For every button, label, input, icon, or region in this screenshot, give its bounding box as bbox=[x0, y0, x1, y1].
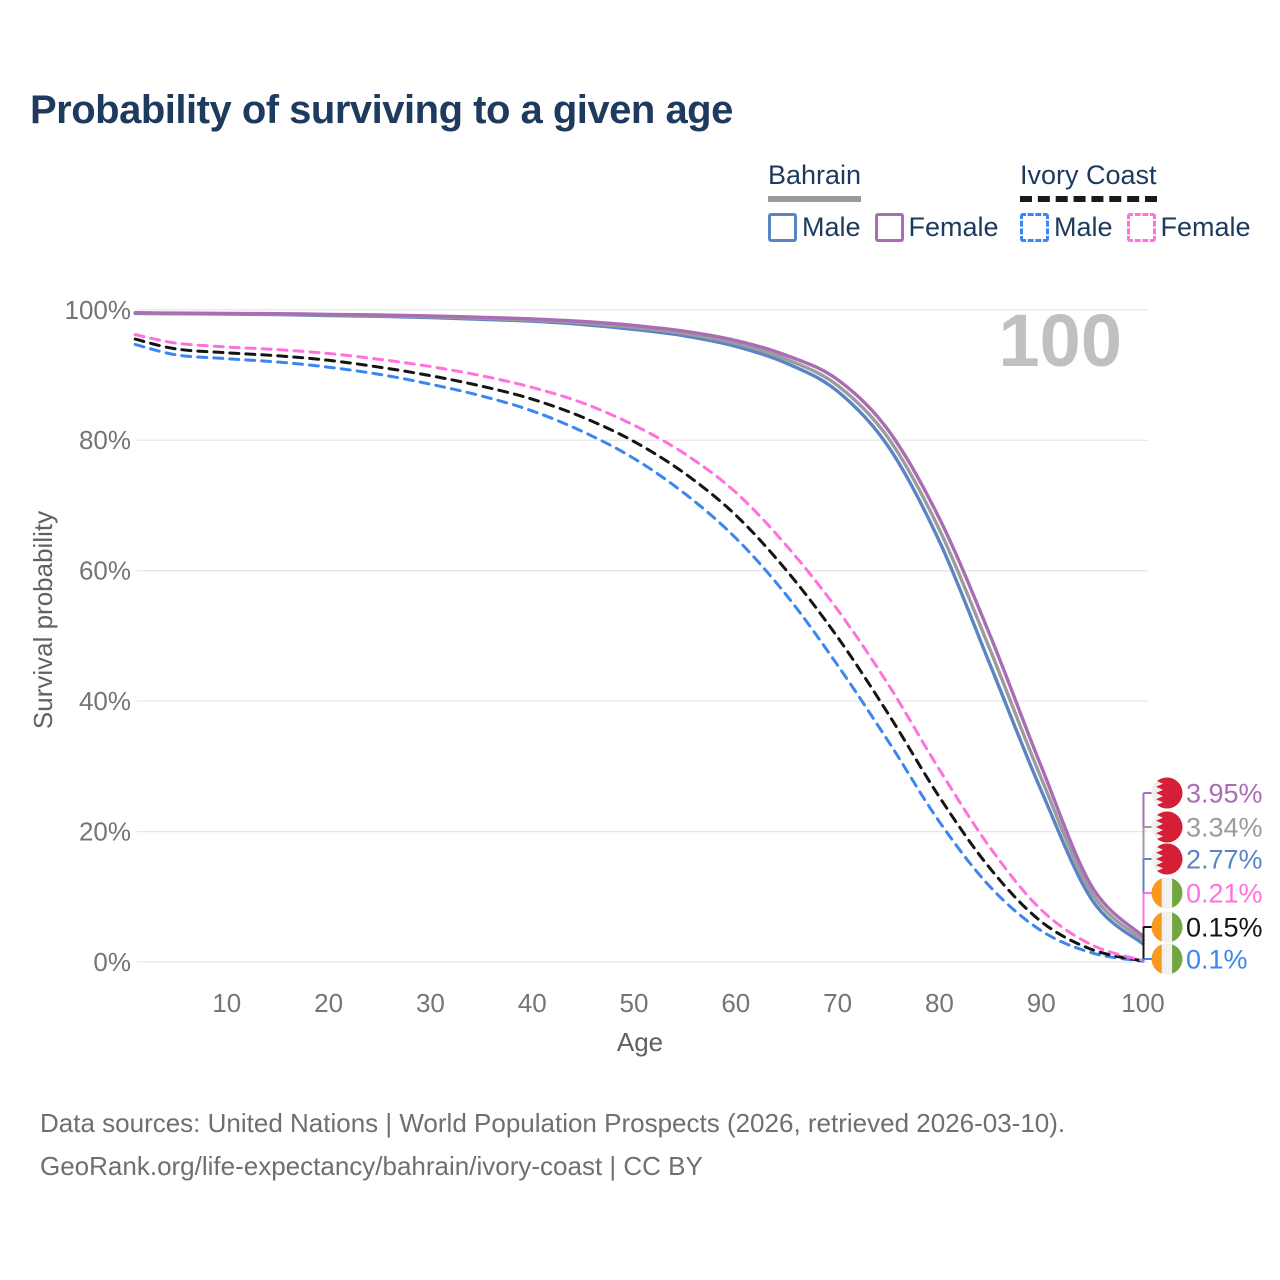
flag-red-serrated bbox=[1156, 811, 1183, 843]
end-label-ivory-coast-both: 0.15% bbox=[1151, 911, 1263, 943]
end-label-ivory-coast-female: 0.21% bbox=[1151, 877, 1263, 909]
flag-green bbox=[1172, 943, 1183, 975]
y-tick-label: 20% bbox=[79, 817, 131, 847]
end-label-bahrain-male: 2.77% bbox=[1151, 843, 1263, 875]
end-label-value: 3.34% bbox=[1186, 813, 1263, 843]
end-label-bahrain-female: 3.95% bbox=[1151, 777, 1263, 809]
y-tick-label: 40% bbox=[79, 686, 131, 716]
curve-ivory-coast-male bbox=[133, 342, 1145, 963]
legend-label-ivory-coast-female[interactable]: Female bbox=[1160, 212, 1251, 242]
x-tick-label: 100 bbox=[1121, 988, 1164, 1018]
x-axis-title: Age bbox=[617, 1027, 663, 1057]
footer-source-line: Data sources: United Nations | World Pop… bbox=[40, 1108, 1066, 1138]
x-tick-label: 10 bbox=[212, 988, 241, 1018]
end-label-value: 2.77% bbox=[1186, 845, 1263, 875]
y-axis-title: Survival probability bbox=[28, 511, 58, 729]
checkbox-bahrain-female[interactable] bbox=[874, 213, 904, 242]
legend-label-bahrain-female[interactable]: Female bbox=[908, 212, 999, 242]
flag-green bbox=[1172, 911, 1183, 943]
end-label-value: 0.21% bbox=[1186, 879, 1263, 909]
checkbox-ivory-coast-female[interactable] bbox=[1126, 213, 1156, 242]
bahrain-flag-icon bbox=[1151, 777, 1183, 809]
flag-green bbox=[1172, 877, 1183, 909]
legend-header-ivory-coast: Ivory Coast bbox=[1020, 160, 1157, 202]
x-tick-label: 50 bbox=[620, 988, 649, 1018]
legend-label-bahrain-male[interactable]: Male bbox=[802, 212, 861, 242]
flag-red-serrated bbox=[1156, 843, 1183, 875]
legend-item-ivory-coast-male[interactable]: Male bbox=[1020, 212, 1113, 243]
flag-orange bbox=[1151, 877, 1162, 909]
flag-white bbox=[1161, 911, 1173, 943]
x-tick-label: 90 bbox=[1027, 988, 1056, 1018]
legend-header-bahrain: Bahrain bbox=[768, 160, 862, 202]
end-label-value: 0.15% bbox=[1186, 913, 1263, 943]
legend-item-bahrain-male[interactable]: Male bbox=[768, 212, 861, 243]
x-tick-label: 20 bbox=[314, 988, 343, 1018]
ivory-coast-flag-icon bbox=[1151, 877, 1183, 909]
checkbox-ivory-coast-male[interactable] bbox=[1020, 213, 1049, 242]
end-label-value: 0.1% bbox=[1186, 945, 1248, 975]
legend-group-bahrain: Bahrain Male Female bbox=[768, 160, 1013, 243]
x-tick-label: 70 bbox=[823, 988, 852, 1018]
legend-row-ivory-coast: Male Female bbox=[1020, 212, 1265, 243]
legend-item-ivory-coast-female[interactable]: Female bbox=[1126, 212, 1251, 243]
y-tick-label: 0% bbox=[93, 947, 131, 977]
ivory-coast-flag-icon bbox=[1151, 943, 1183, 975]
x-tick-label: 60 bbox=[721, 988, 750, 1018]
flag-white bbox=[1161, 943, 1173, 975]
y-tick-label: 80% bbox=[79, 425, 131, 455]
legend-row-bahrain: Male Female bbox=[768, 212, 1013, 243]
legend-group-ivory-coast: Ivory Coast Male Female bbox=[1020, 160, 1265, 243]
end-label-bahrain-both: 3.34% bbox=[1151, 811, 1263, 843]
x-tick-label: 30 bbox=[416, 988, 445, 1018]
y-tick-label: 60% bbox=[79, 556, 131, 586]
bahrain-flag-icon bbox=[1151, 843, 1183, 875]
plot-area[interactable] bbox=[137, 300, 1148, 965]
x-tick-label: 80 bbox=[925, 988, 954, 1018]
legend-item-bahrain-female[interactable]: Female bbox=[874, 212, 999, 243]
legend-label-ivory-coast-male[interactable]: Male bbox=[1054, 212, 1113, 242]
x-tick-label: 40 bbox=[518, 988, 547, 1018]
checkbox-bahrain-male[interactable] bbox=[768, 213, 797, 242]
y-tick-label: 100% bbox=[65, 295, 132, 325]
end-label-ivory-coast-male: 0.1% bbox=[1151, 943, 1248, 975]
curve-bahrain-female bbox=[133, 311, 1145, 938]
flag-orange bbox=[1151, 911, 1162, 943]
hover-age-watermark: 100 bbox=[999, 299, 1122, 382]
flag-red-serrated bbox=[1156, 777, 1183, 809]
footer: Data sources: United Nations | World Pop… bbox=[40, 1102, 1065, 1188]
flag-orange bbox=[1151, 943, 1162, 975]
bahrain-flag-icon bbox=[1151, 811, 1183, 843]
page-title: Probability of surviving to a given age bbox=[30, 88, 733, 132]
footer-url-line: GeoRank.org/life-expectancy/bahrain/ivor… bbox=[40, 1151, 703, 1181]
curve-ivory-coast-both bbox=[133, 337, 1145, 963]
ivory-coast-flag-icon bbox=[1151, 911, 1183, 943]
curve-ivory-coast-female bbox=[133, 333, 1145, 963]
flag-white bbox=[1161, 877, 1173, 909]
end-label-value: 3.95% bbox=[1186, 779, 1263, 809]
